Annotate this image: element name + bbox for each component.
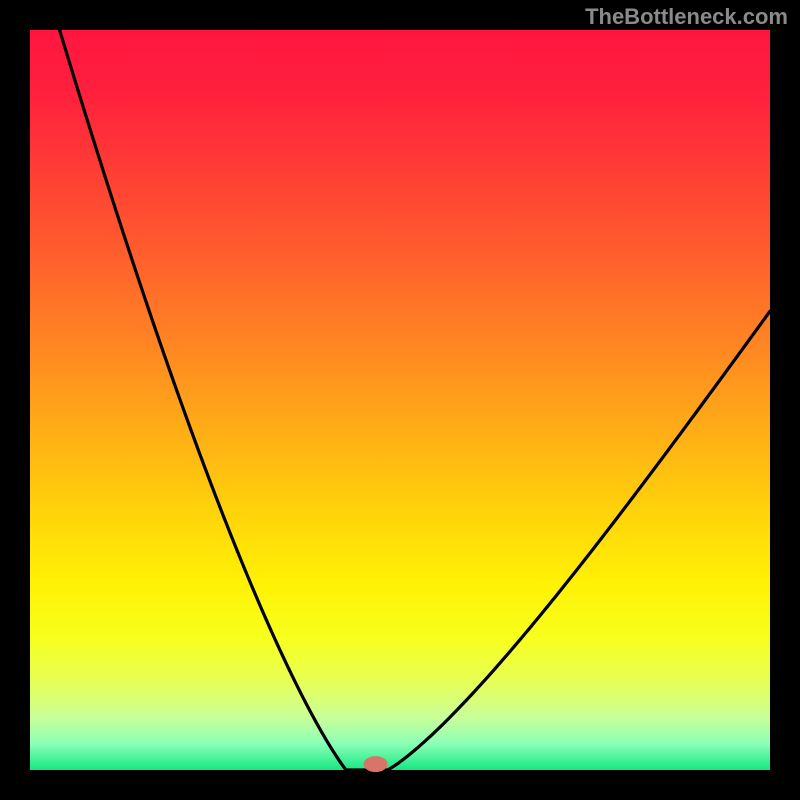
chart-svg: [0, 0, 800, 800]
watermark-text: TheBottleneck.com: [585, 4, 788, 30]
plot-background: [30, 30, 770, 770]
optimal-point-marker: [364, 756, 388, 772]
